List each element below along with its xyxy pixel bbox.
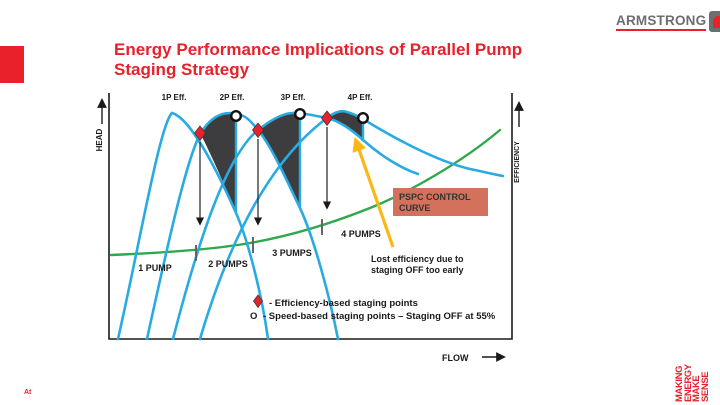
legend-item2-label: - Speed-based staging points – Staging O… (263, 311, 496, 322)
flow-axis-label: FLOW (442, 353, 469, 363)
legend-item1-label: - Efficiency-based staging points (269, 298, 418, 309)
slide-title: Energy Performance Implications of Paral… (114, 40, 594, 80)
lost-efficiency-arrow (352, 136, 395, 248)
zone-label-3pumps: 3 PUMPS (272, 248, 312, 258)
speed-staging-circle-2 (294, 107, 307, 120)
eff-label-4p: 4P Eff. (348, 93, 373, 102)
efficiency-staging-diamond-1 (193, 125, 207, 142)
efficiency-staging-diamond-3 (320, 110, 334, 127)
pspc-callout-line1: PSPC CONTROL (399, 192, 471, 202)
annotation-line1: Lost efficiency due to (371, 254, 464, 264)
zone-label-2pumps: 2 PUMPS (208, 259, 248, 269)
pspc-control-curve (109, 128, 502, 257)
armstrong-logo-text: ARMSTRONG (616, 13, 707, 31)
speed-staging-circle-3 (357, 111, 370, 124)
eff-label-3p: 3P Eff. (281, 93, 306, 102)
slide-title-line1: Energy Performance Implications of Paral… (114, 40, 523, 59)
lost-efficiency-region-1 (200, 113, 236, 212)
chart-axes (108, 93, 513, 340)
efficiency-staging-diamond-2 (251, 122, 265, 139)
zone-label-1pump: 1 PUMP (138, 263, 172, 273)
legend-diamond-icon (253, 294, 263, 309)
pump-efficiency-curve-2 (145, 111, 340, 341)
slide-title-line2: Staging Strategy (114, 60, 250, 79)
efficiency-axis-label: EFFICIENCY (514, 141, 521, 183)
legend-circle-icon: O (250, 311, 257, 322)
pspc-callout-box (393, 188, 488, 216)
pspc-callout-line2: CURVE (399, 203, 430, 213)
pump-efficiency-curve-1 (116, 111, 270, 341)
eff-label-2p: 2P Eff. (220, 93, 245, 102)
head-axis-label: HEAD (95, 128, 104, 151)
armstrong-logo: ARMSTRONG (616, 11, 720, 32)
footer-note: At (24, 389, 32, 396)
zone-label-4pumps: 4 PUMPS (341, 229, 381, 239)
armstrong-logo-icon (709, 11, 720, 32)
annotation-line2: staging OFF too early (371, 265, 464, 275)
speed-staging-circle-1 (229, 109, 242, 122)
slide-accent-bar (0, 46, 24, 83)
eff-label-1p: 1P Eff. (162, 93, 187, 102)
